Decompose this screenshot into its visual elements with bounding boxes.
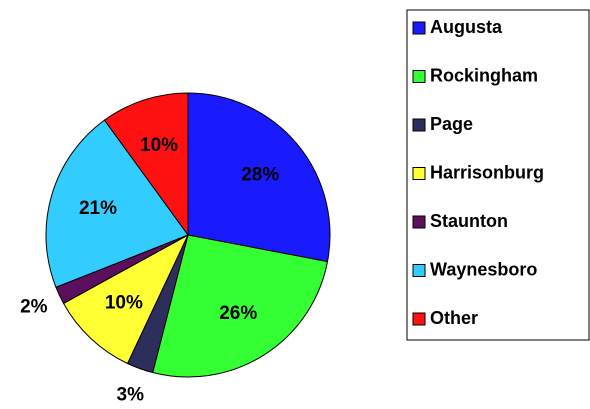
pie-slice [45, 119, 189, 288]
legend-box [406, 9, 590, 341]
legend-label: Waynesboro [430, 259, 537, 279]
legend-swatch [412, 312, 426, 326]
data-label: 26% [219, 303, 257, 324]
legend-swatch [412, 215, 426, 229]
pie-slice [62, 233, 190, 365]
legend-swatch [412, 264, 426, 277]
legend-swatch [412, 167, 426, 180]
legend-label: Augusta [430, 17, 503, 37]
legend-swatch [412, 21, 426, 35]
data-label: 10% [105, 292, 143, 313]
legend-label: Other [430, 308, 478, 328]
legend-swatch [412, 70, 426, 83]
pie-slice [152, 234, 329, 378]
legend-label: Page [430, 114, 473, 134]
legend-label: Rockingham [430, 65, 538, 85]
data-label: 10% [140, 135, 178, 156]
legend-label: Harrisonburg [430, 162, 544, 182]
pie-slice [187, 92, 331, 263]
data-label: 2% [20, 297, 48, 318]
data-label: 28% [241, 164, 279, 185]
legend-swatch [412, 118, 426, 132]
data-label: 3% [117, 384, 145, 405]
legend-label: Staunton [430, 211, 508, 231]
pie-slice [103, 92, 189, 237]
data-label: 21% [79, 198, 117, 219]
